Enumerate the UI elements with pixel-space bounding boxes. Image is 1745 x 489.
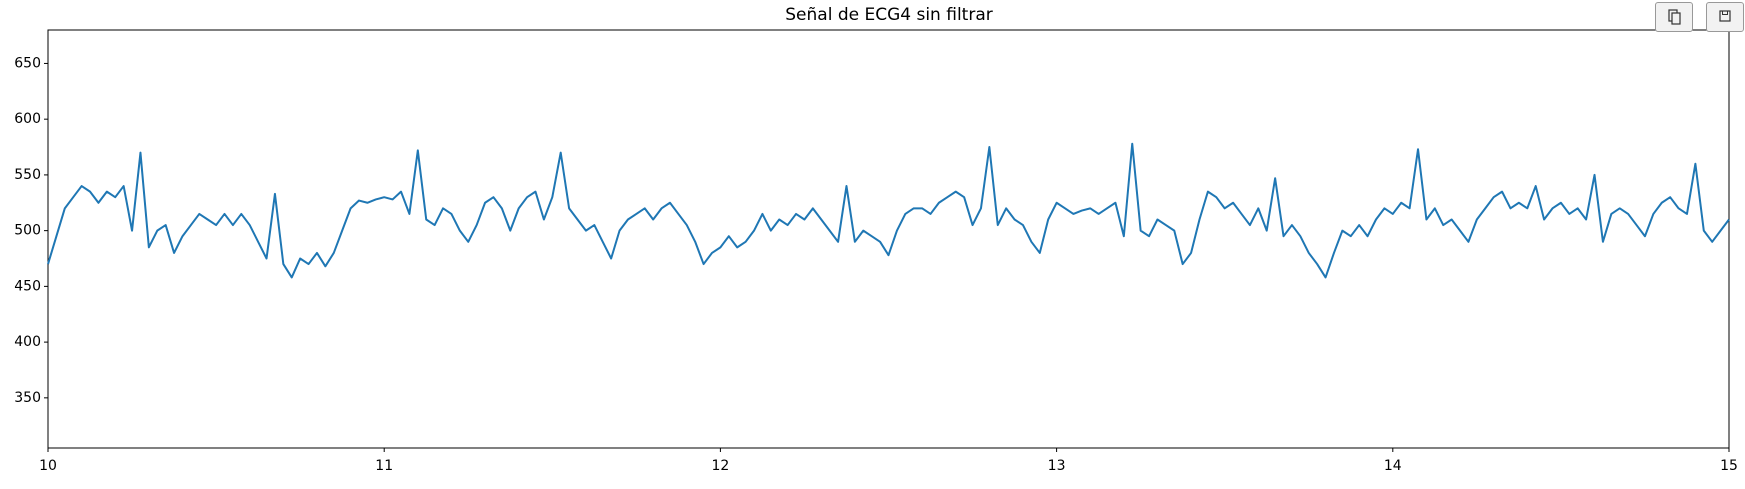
copy-button[interactable] bbox=[1655, 2, 1693, 32]
x-tick-label: 13 bbox=[1048, 458, 1066, 474]
save-button[interactable] bbox=[1706, 2, 1744, 32]
y-tick-label: 400 bbox=[14, 334, 41, 350]
y-tick-label: 550 bbox=[14, 167, 41, 183]
x-tick-label: 10 bbox=[39, 458, 57, 474]
x-tick-label: 12 bbox=[711, 458, 729, 474]
y-tick-label: 500 bbox=[14, 223, 41, 239]
y-tick-label: 650 bbox=[14, 55, 41, 71]
save-icon bbox=[1719, 10, 1731, 22]
y-tick-label: 350 bbox=[14, 390, 41, 406]
y-tick-label: 600 bbox=[14, 111, 41, 127]
x-tick-label: 15 bbox=[1720, 458, 1738, 474]
ecg-line bbox=[47, 142, 1730, 279]
chart-title: Señal de ECG4 sin filtrar bbox=[785, 5, 992, 25]
copy-icon bbox=[1668, 9, 1681, 25]
y-tick-label: 450 bbox=[14, 278, 41, 294]
plot-frame bbox=[47, 29, 1730, 449]
x-tick-label: 11 bbox=[375, 458, 393, 474]
x-tick-label: 14 bbox=[1384, 458, 1402, 474]
